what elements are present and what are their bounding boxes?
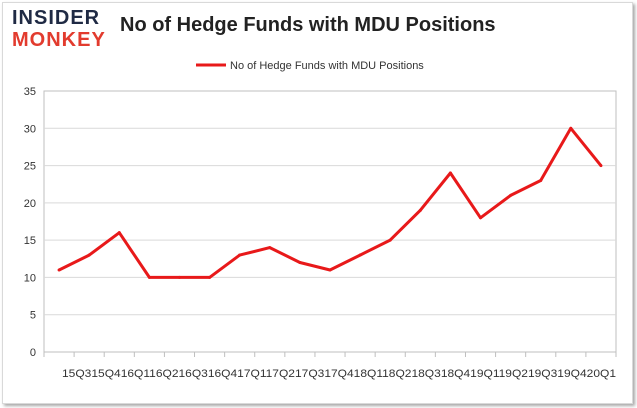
y-tick-label: 15 [24, 235, 36, 247]
y-tick-label: 5 [30, 310, 36, 322]
data-point [238, 253, 242, 257]
chart-title: No of Hedge Funds with MDU Positions [120, 14, 496, 36]
legend-label: No of Hedge Funds with MDU Positions [230, 60, 424, 72]
logo-top-text: INSIDER [12, 7, 101, 29]
data-point [117, 231, 121, 235]
data-point [539, 178, 543, 182]
data-point [509, 193, 513, 197]
data-point [268, 246, 272, 250]
y-tick-label: 0 [30, 347, 36, 359]
insider-monkey-logo: INSIDER MONKEY [12, 8, 106, 50]
data-point [418, 208, 422, 212]
x-tick-labels: 15Q315Q416Q116Q216Q316Q417Q117Q217Q317Q4… [62, 368, 616, 380]
data-point [479, 216, 483, 220]
data-point [57, 268, 61, 272]
y-tick-label: 20 [24, 198, 36, 210]
y-tick-label: 10 [24, 272, 36, 284]
logo-bottom-text: MONKEY [12, 29, 106, 51]
data-point [208, 275, 212, 279]
data-point [569, 126, 573, 130]
y-tick-label: 35 [24, 86, 36, 98]
y-tick-label: 30 [24, 123, 36, 135]
data-point [358, 253, 362, 257]
data-point [147, 275, 151, 279]
plot-area [43, 90, 617, 353]
data-point [388, 238, 392, 242]
legend: No of Hedge Funds with MDU Positions [196, 60, 424, 72]
data-point [448, 171, 452, 175]
data-point [328, 268, 332, 272]
data-point [177, 275, 181, 279]
y-tick-label: 25 [24, 161, 36, 173]
data-point [298, 261, 302, 265]
data-point [599, 164, 603, 168]
data-point [87, 253, 91, 257]
